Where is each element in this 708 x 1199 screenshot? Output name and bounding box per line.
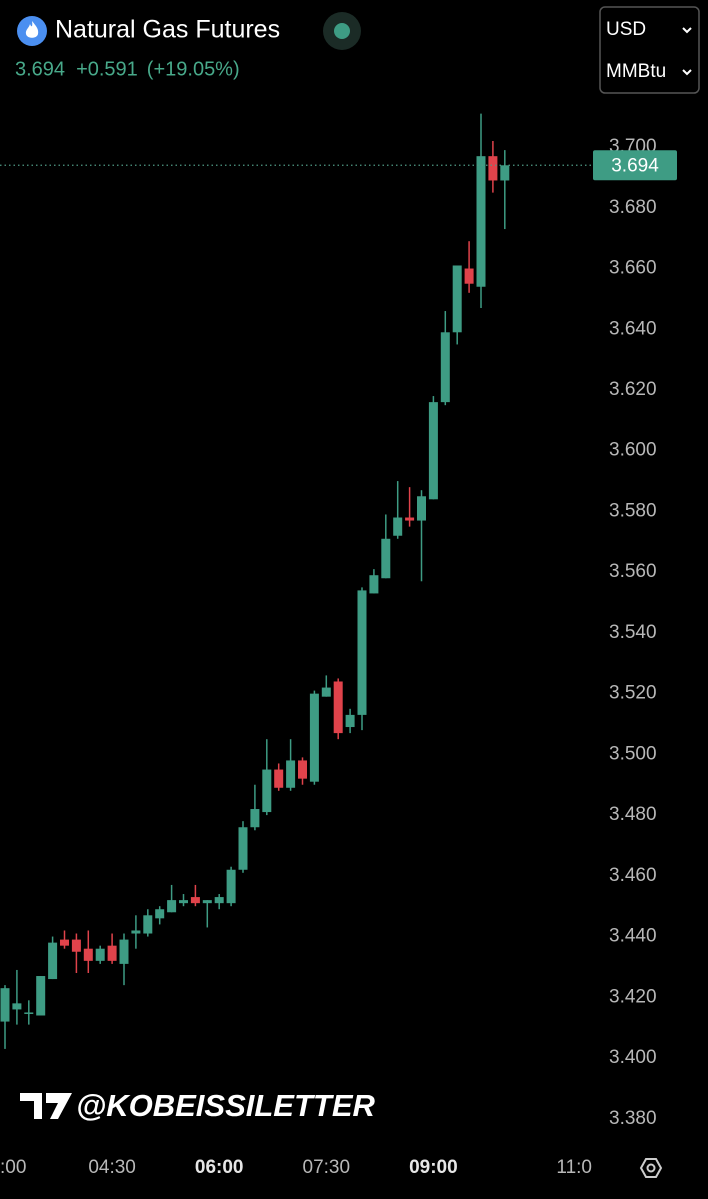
watermark: @KOBEISSILETTER [76,1088,376,1123]
y-tick-label: 3.640 [609,318,657,339]
x-tick-label: :00 [0,1157,26,1178]
chevron [682,27,692,34]
candle-body [24,1012,34,1014]
candle-body [12,1003,22,1010]
y-tick-label: 3.500 [609,743,657,764]
y-tick-label: 3.540 [609,622,657,643]
title: Natural Gas Futures [55,16,280,44]
y-tick-label: 3.680 [609,197,657,218]
candle-body [321,687,331,697]
settings-icon[interactable] [639,1158,663,1178]
unit-selector[interactable] [599,6,700,94]
candle-body [60,939,69,946]
candle-body [298,760,307,779]
candle-body [357,590,367,715]
x-tick-label: 04:30 [88,1157,136,1178]
y-tick-label: 3.420 [609,986,657,1007]
candle-body [214,897,224,904]
candle-body [274,769,284,788]
price-label-box [593,150,677,181]
x-tick-label: 11:0 [556,1157,592,1178]
candle-body [155,909,165,919]
change: +0.591 [76,58,138,80]
y-tick-label: 3.440 [609,926,657,947]
y-tick-label: 3.560 [609,561,657,582]
candle-body [369,575,379,594]
candle-body [262,769,272,813]
candle-body [286,760,296,788]
y-tick-label: 3.520 [609,683,657,704]
candle-body [428,402,438,500]
chevron [682,69,692,76]
candle-body [131,930,141,934]
candle-body [417,496,426,521]
candle-body [119,939,129,964]
candle-body [48,942,58,980]
x-tick-label: 07:30 [303,1157,351,1178]
candle-body [143,915,153,934]
candle-body [107,945,117,961]
candle-body [333,681,343,734]
candle-body [345,714,355,728]
y-tick-label: 3.580 [609,500,657,521]
candle-body [95,948,105,961]
status-dot [334,23,350,39]
candle-body [250,809,260,828]
x-tick-label: 06:00 [195,1157,244,1178]
unit[interactable]: MMBtu [606,61,666,82]
candle-body [309,693,319,782]
candle-body [190,897,200,904]
candle-body [393,517,403,536]
flame [25,21,39,38]
candle-body [36,976,46,1016]
settings-icon-center [646,1163,656,1173]
y-tick-label: 3.620 [609,379,657,400]
price-label: 3.694 [611,155,659,176]
plot: 3.380 3.400 3.420 3.440 3.460 3.480 3.500 3.520… [0,113,677,1178]
y-tick-label: 3.600 [609,440,657,461]
candle-body [167,900,177,913]
candle-body [500,165,510,181]
change-percent: (+19.05%) [147,58,240,80]
y-tick-label: 3.460 [609,865,657,886]
candle-body [71,939,81,952]
candle-body [381,538,391,579]
y-tick-label: 3.660 [609,258,657,279]
candle-body [405,517,415,521]
candle-body [202,900,212,904]
candle-body [476,156,486,287]
candle-body [226,869,236,904]
y-tick-label: 3.480 [609,804,657,825]
candle-body [83,948,93,961]
price: 3.694 [15,58,65,80]
candle-body [488,156,498,181]
currency[interactable]: USD [606,19,646,40]
candle-body [238,827,248,870]
watermark-logo [20,1093,72,1119]
candle-body [440,332,450,403]
candle-body [0,988,10,1022]
x-tick-label: 09:00 [409,1157,458,1178]
candle-body [179,900,188,904]
candle-body [464,268,474,284]
candle-body [452,265,462,333]
y-tick-label: 3.400 [609,1047,657,1068]
y-tick-label: 3.380 [609,1108,657,1129]
